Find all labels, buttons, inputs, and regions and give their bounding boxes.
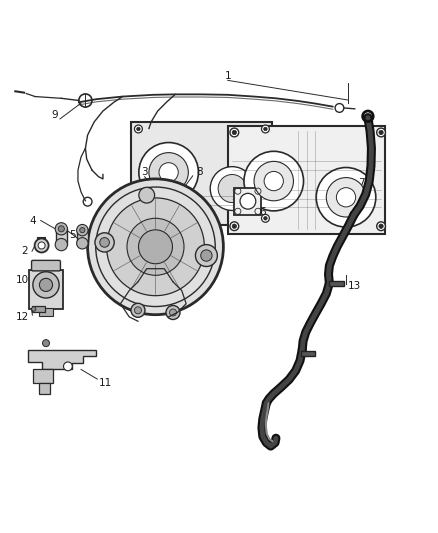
Circle shape — [38, 242, 45, 249]
Circle shape — [95, 233, 114, 252]
Circle shape — [244, 151, 304, 211]
Circle shape — [377, 222, 385, 231]
Text: 6: 6 — [259, 207, 266, 217]
Circle shape — [232, 130, 237, 135]
Circle shape — [336, 188, 356, 207]
Text: 11: 11 — [99, 377, 112, 387]
Circle shape — [55, 223, 67, 235]
Circle shape — [261, 125, 269, 133]
Circle shape — [264, 127, 267, 131]
Circle shape — [379, 224, 383, 229]
Bar — [301, 351, 315, 356]
Text: 2: 2 — [21, 246, 28, 256]
Bar — [56, 228, 67, 246]
Circle shape — [80, 228, 85, 233]
Text: 1: 1 — [224, 71, 231, 81]
Circle shape — [32, 307, 36, 311]
Circle shape — [139, 142, 198, 202]
Circle shape — [137, 127, 140, 131]
Circle shape — [139, 187, 155, 203]
Circle shape — [218, 174, 246, 203]
Circle shape — [316, 167, 376, 227]
Circle shape — [170, 309, 177, 316]
Circle shape — [42, 340, 49, 346]
Bar — [328, 280, 344, 286]
Polygon shape — [28, 350, 96, 369]
Circle shape — [134, 307, 141, 314]
Circle shape — [131, 303, 145, 317]
FancyBboxPatch shape — [228, 126, 385, 233]
Circle shape — [33, 272, 59, 298]
Text: 5: 5 — [69, 230, 76, 239]
FancyBboxPatch shape — [131, 122, 272, 225]
Circle shape — [254, 161, 293, 201]
Circle shape — [55, 238, 67, 251]
Circle shape — [137, 216, 140, 220]
Circle shape — [106, 198, 205, 296]
Text: 9: 9 — [51, 110, 58, 120]
Circle shape — [377, 128, 385, 137]
Circle shape — [134, 125, 142, 133]
Circle shape — [261, 214, 269, 222]
Circle shape — [88, 179, 223, 314]
FancyBboxPatch shape — [32, 260, 60, 271]
Text: 12: 12 — [16, 312, 29, 322]
Circle shape — [240, 193, 256, 209]
Circle shape — [64, 362, 72, 371]
Bar — [29, 270, 63, 309]
Circle shape — [232, 224, 237, 229]
Circle shape — [77, 238, 88, 249]
Text: 3: 3 — [141, 167, 148, 177]
Circle shape — [264, 172, 283, 191]
Text: 8: 8 — [196, 167, 203, 177]
Polygon shape — [39, 383, 50, 393]
Text: 13: 13 — [348, 281, 361, 291]
Circle shape — [134, 214, 142, 222]
Circle shape — [264, 216, 267, 220]
Circle shape — [127, 219, 184, 276]
Circle shape — [201, 250, 212, 261]
Text: 10: 10 — [16, 274, 29, 285]
Circle shape — [100, 238, 110, 247]
Text: 7: 7 — [358, 178, 365, 188]
Bar — [39, 308, 53, 316]
Text: 4: 4 — [29, 215, 36, 225]
Circle shape — [195, 245, 217, 266]
Circle shape — [159, 163, 178, 182]
Circle shape — [58, 226, 64, 232]
Circle shape — [210, 167, 254, 211]
Bar — [32, 306, 45, 312]
Circle shape — [77, 224, 88, 236]
Circle shape — [379, 130, 383, 135]
Circle shape — [230, 128, 239, 137]
Circle shape — [149, 152, 188, 192]
Circle shape — [35, 238, 49, 253]
Circle shape — [230, 222, 239, 231]
Bar — [234, 188, 261, 215]
Circle shape — [138, 230, 173, 264]
Bar — [77, 229, 88, 245]
Circle shape — [39, 278, 53, 292]
Polygon shape — [33, 369, 53, 383]
Circle shape — [326, 177, 366, 217]
Circle shape — [166, 305, 180, 319]
